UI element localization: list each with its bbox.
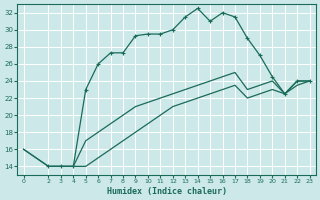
- X-axis label: Humidex (Indice chaleur): Humidex (Indice chaleur): [107, 187, 227, 196]
